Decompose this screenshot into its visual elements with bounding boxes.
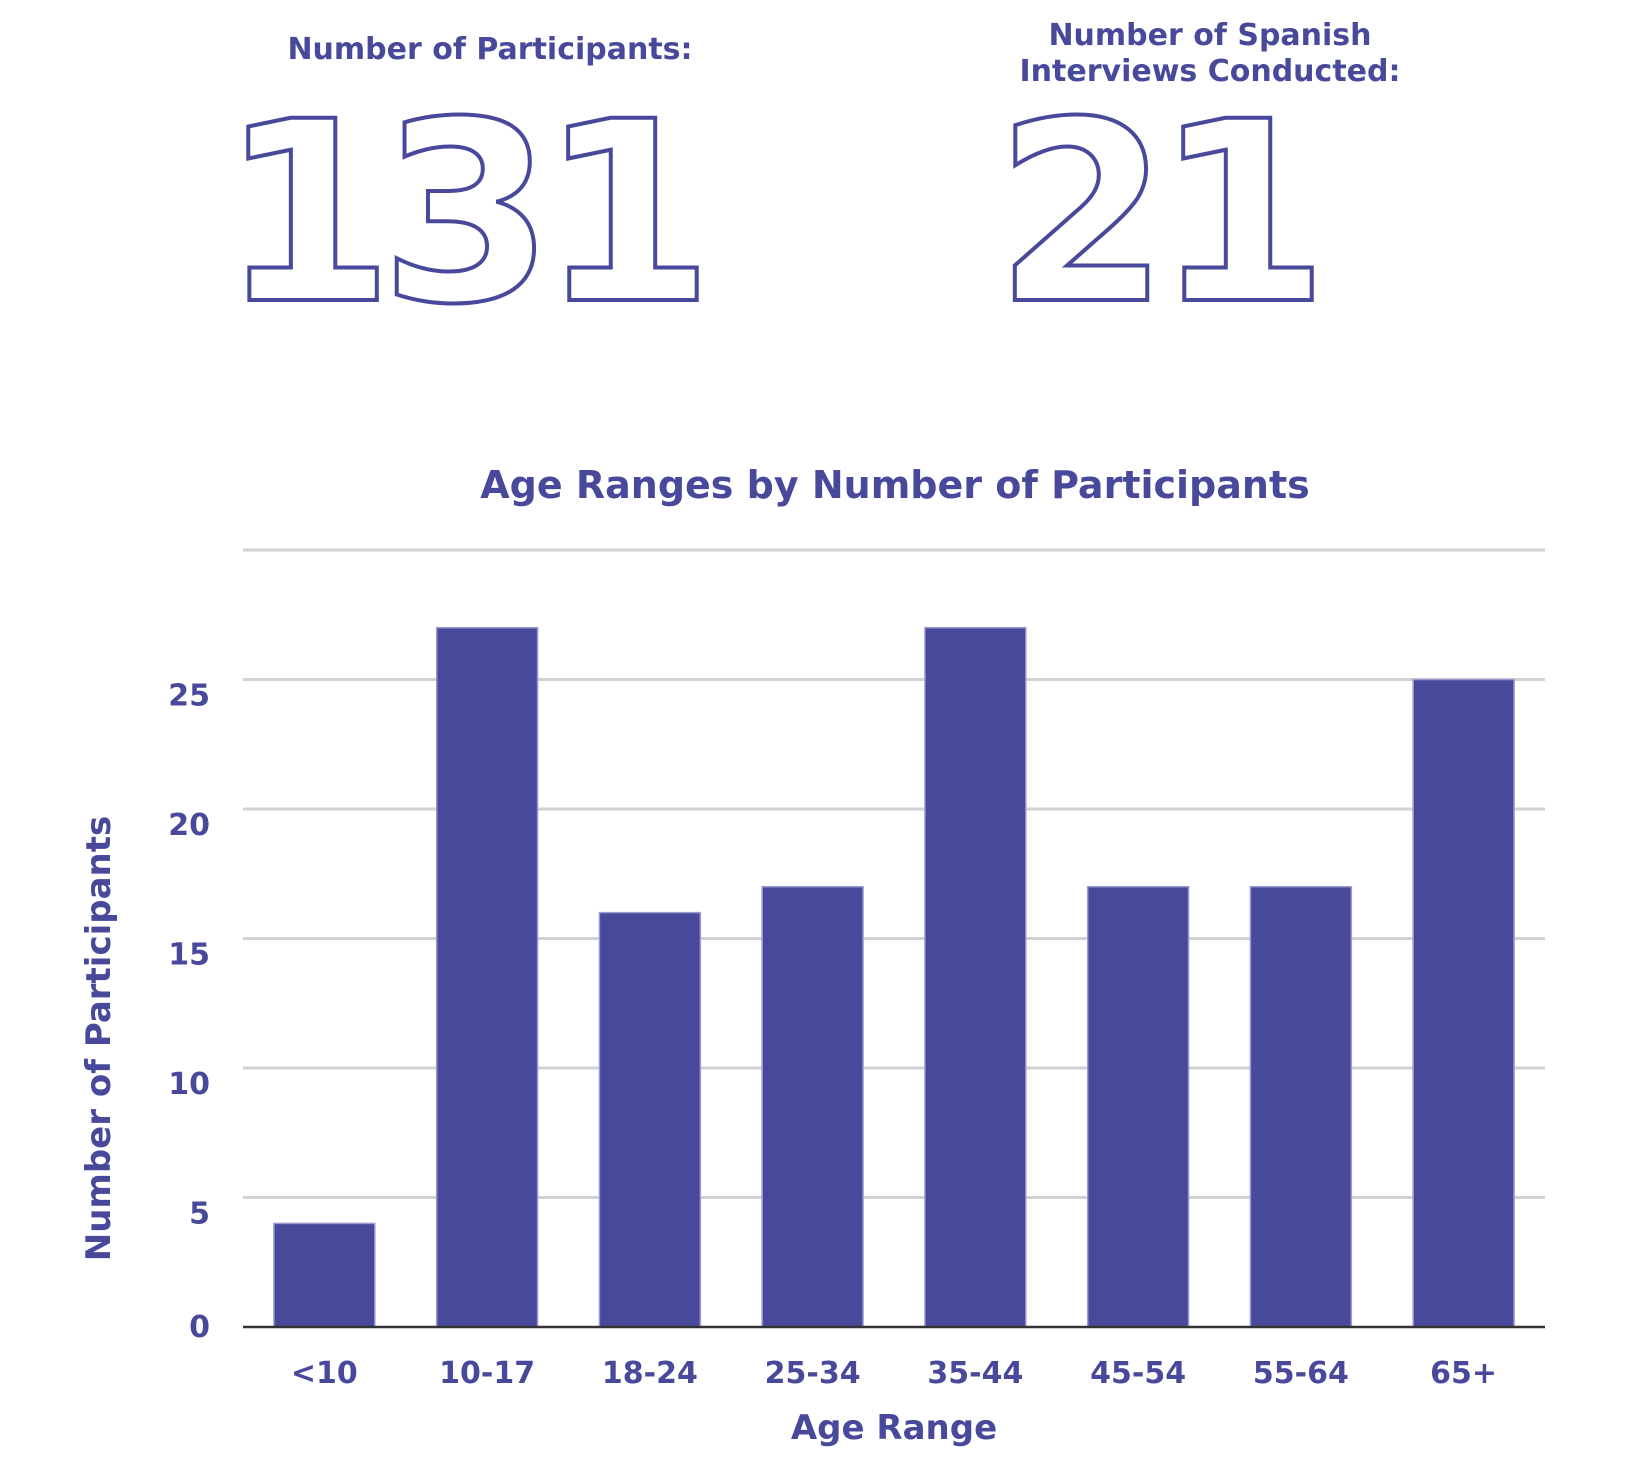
x-axis-title: Age Range (791, 1408, 997, 1448)
x-tick-label: 45-54 (1090, 1356, 1186, 1391)
spanish-interviews-stat-label: Number of Spanish Interviews Conducted: (1019, 18, 1401, 89)
x-tick-label: <10 (291, 1356, 358, 1391)
bar (1086, 885, 1190, 1328)
bar (598, 911, 702, 1328)
bar (761, 885, 864, 1328)
x-tick-label: 25-34 (765, 1356, 861, 1391)
y-tick-label: 10 (168, 1067, 210, 1102)
participants-stat-value: 131 (220, 68, 700, 359)
x-tick-label: 35-44 (927, 1356, 1023, 1391)
y-tick-label: 20 (168, 808, 210, 843)
x-tick-label: 65+ (1430, 1356, 1497, 1391)
y-tick-label: 15 (168, 938, 210, 973)
bar (1249, 885, 1353, 1328)
bar (273, 1222, 376, 1328)
stat-values: 131 21 (218, 66, 1331, 360)
bar (924, 626, 1027, 1328)
y-tick-label: 5 (189, 1197, 210, 1232)
participants-stat-label: Number of Participants: (287, 32, 693, 67)
x-tick-label: 18-24 (602, 1356, 698, 1391)
bar (435, 626, 539, 1328)
chart-title: Age Ranges by Number of Participants (480, 463, 1310, 507)
x-tick-label: 10-17 (439, 1356, 535, 1391)
spanish-interviews-stat-value: 21 (995, 68, 1315, 359)
x-tick-label: 55-64 (1253, 1356, 1349, 1391)
y-tick-label: 0 (189, 1310, 210, 1345)
y-tick-label: 25 (168, 679, 210, 714)
bar (1412, 678, 1515, 1328)
y-axis-title: Number of Participants (79, 816, 119, 1262)
